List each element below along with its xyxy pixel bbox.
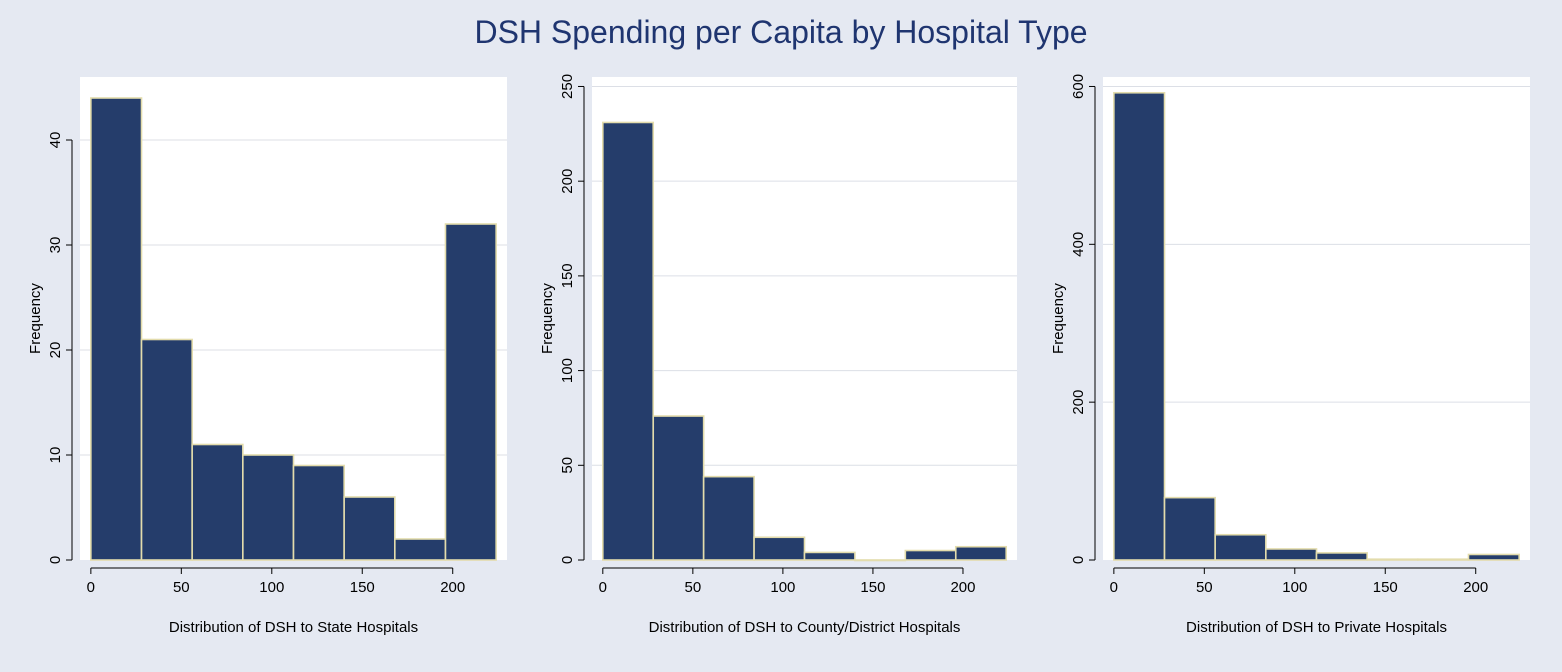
histogram-bar	[394, 538, 447, 561]
histogram-bar	[904, 549, 957, 561]
y-tick-label: 50	[559, 457, 576, 474]
x-tick-label: 200	[950, 579, 975, 596]
histogram-state-hospitals: 0 50 100 150 200 0 10 20 30 40 Distribution of DSH…	[27, 77, 507, 636]
y-tick-label: 0	[47, 556, 64, 564]
histogram-bar	[954, 545, 1007, 561]
y-tick-label: 600	[1070, 74, 1087, 99]
y-axis-title: Frequency	[1050, 283, 1067, 354]
histogram-bar	[90, 97, 143, 561]
histogram-bar	[343, 496, 396, 561]
histogram-bar	[602, 121, 655, 561]
histogram-bar	[444, 223, 497, 561]
histogram-bar	[191, 443, 244, 561]
x-tick-label: 50	[173, 579, 190, 596]
histogram-bar	[1366, 558, 1419, 561]
x-tick-label: 200	[1463, 579, 1488, 596]
x-tick-label: 150	[350, 579, 375, 596]
x-tick-label: 50	[1196, 579, 1213, 596]
x-axis-title: Distribution of DSH to State Hospitals	[169, 619, 418, 636]
y-tick-label: 200	[1070, 390, 1087, 415]
y-tick-label: 20	[47, 342, 64, 359]
y-tick-label: 400	[1070, 232, 1087, 257]
y-axis-title: Frequency	[539, 283, 556, 354]
x-tick-label: 0	[1110, 579, 1118, 596]
histogram-bar	[1467, 553, 1520, 561]
y-tick-label: 10	[47, 447, 64, 464]
figure-title: DSH Spending per Capita by Hospital Type	[474, 14, 1088, 50]
x-tick-label: 150	[1373, 579, 1398, 596]
histogram-bar	[854, 559, 907, 562]
plot-area	[1103, 77, 1530, 560]
histogram-bar	[803, 551, 856, 561]
x-tick-label: 0	[599, 579, 607, 596]
histogram-bar	[1214, 533, 1267, 561]
y-tick-label: 40	[47, 132, 64, 149]
histogram-bar	[242, 454, 295, 561]
x-tick-label: 100	[1282, 579, 1307, 596]
histogram-county-district-hospitals: 0 50 100 150 200 0 50 100 150 200 250 Distribution …	[539, 74, 1017, 636]
x-tick-label: 100	[770, 579, 795, 596]
x-tick-label: 150	[860, 579, 885, 596]
x-tick-label: 100	[259, 579, 284, 596]
y-tick-label: 0	[1070, 556, 1087, 564]
x-tick-label: 0	[87, 579, 95, 596]
x-tick-label: 50	[685, 579, 702, 596]
histogram-bar	[1265, 548, 1318, 561]
histogram-bar	[753, 536, 806, 561]
histogram-bar	[702, 475, 755, 561]
y-tick-label: 30	[47, 237, 64, 254]
histogram-bar	[1163, 496, 1216, 561]
y-tick-label: 150	[559, 263, 576, 288]
histogram-bar	[1417, 558, 1470, 561]
y-tick-label: 250	[559, 74, 576, 99]
y-tick-label: 200	[559, 169, 576, 194]
y-tick-label: 0	[559, 556, 576, 564]
histogram-private-hospitals: 0 50 100 150 200 0 200 400 600 Distribution of DS…	[1050, 74, 1530, 636]
y-axis-title: Frequency	[27, 283, 44, 354]
histogram-bar	[1315, 552, 1368, 561]
y-tick-label: 100	[559, 358, 576, 383]
histogram-bar	[292, 464, 345, 561]
histogram-bar	[1113, 91, 1166, 561]
histogram-bar	[140, 338, 193, 561]
x-axis-title: Distribution of DSH to County/District H…	[649, 619, 961, 636]
x-axis-title: Distribution of DSH to Private Hospitals	[1186, 619, 1447, 636]
x-tick-label: 200	[440, 579, 465, 596]
histogram-bar	[652, 415, 705, 561]
